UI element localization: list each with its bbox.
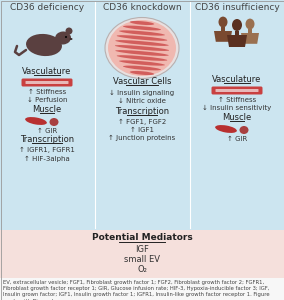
FancyBboxPatch shape	[0, 278, 284, 300]
Text: ↓ Insulin sensitivity: ↓ Insulin sensitivity	[202, 105, 272, 111]
Text: small EV: small EV	[124, 256, 160, 265]
Text: ↑ FGF1, FGF2: ↑ FGF1, FGF2	[118, 119, 166, 125]
Ellipse shape	[105, 17, 179, 79]
Ellipse shape	[117, 55, 167, 61]
Text: ↑ Stiffness: ↑ Stiffness	[28, 89, 66, 95]
Ellipse shape	[117, 35, 167, 41]
FancyBboxPatch shape	[22, 79, 72, 86]
Text: EV, extracellular vesicle; FGF1, Fibroblast growth factor 1; FGF2, Fibroblast gr: EV, extracellular vesicle; FGF1, Fibrobl…	[3, 280, 270, 300]
Ellipse shape	[115, 45, 169, 51]
Ellipse shape	[245, 19, 254, 29]
Text: Vasculature: Vasculature	[22, 68, 72, 76]
Polygon shape	[227, 35, 247, 47]
Text: Vascular Cells: Vascular Cells	[113, 77, 171, 86]
Ellipse shape	[49, 118, 59, 126]
Ellipse shape	[70, 38, 72, 40]
FancyBboxPatch shape	[0, 0, 284, 230]
FancyBboxPatch shape	[26, 81, 68, 84]
Polygon shape	[241, 33, 259, 44]
Text: O₂: O₂	[137, 266, 147, 274]
Ellipse shape	[115, 50, 169, 56]
FancyBboxPatch shape	[221, 27, 225, 31]
Text: IGF: IGF	[135, 245, 149, 254]
Text: CD36 knockdown: CD36 knockdown	[103, 2, 181, 11]
Ellipse shape	[26, 34, 62, 56]
Ellipse shape	[115, 40, 169, 46]
Text: ↓ Perfusion: ↓ Perfusion	[27, 97, 67, 103]
Polygon shape	[214, 31, 232, 42]
Text: CD36 deficiency: CD36 deficiency	[10, 2, 84, 11]
Ellipse shape	[123, 26, 161, 30]
Ellipse shape	[55, 32, 71, 44]
Ellipse shape	[25, 117, 47, 125]
Text: Muscle: Muscle	[222, 113, 252, 122]
Ellipse shape	[123, 66, 161, 70]
FancyBboxPatch shape	[212, 86, 262, 94]
FancyBboxPatch shape	[248, 29, 252, 33]
Text: ↑ HIF-3alpha: ↑ HIF-3alpha	[24, 156, 70, 162]
Text: ↑ Junction proteins: ↑ Junction proteins	[108, 135, 176, 141]
Text: ↑ Stiffness: ↑ Stiffness	[218, 97, 256, 103]
Text: ↑ GIR: ↑ GIR	[227, 136, 247, 142]
Ellipse shape	[119, 30, 165, 36]
Ellipse shape	[130, 21, 154, 25]
Text: ↓ Insulin signaling: ↓ Insulin signaling	[109, 90, 175, 96]
Text: ↑ GIR: ↑ GIR	[37, 128, 57, 134]
Ellipse shape	[218, 16, 227, 27]
Text: Transcription: Transcription	[115, 107, 169, 116]
Ellipse shape	[108, 20, 176, 76]
Text: ↑ IGFR1, FGFR1: ↑ IGFR1, FGFR1	[19, 147, 75, 153]
Ellipse shape	[66, 28, 72, 34]
Text: Vasculature: Vasculature	[212, 76, 262, 85]
Text: ↓ Nitric oxide: ↓ Nitric oxide	[118, 98, 166, 104]
FancyBboxPatch shape	[216, 89, 258, 92]
FancyBboxPatch shape	[0, 230, 284, 278]
Ellipse shape	[215, 125, 237, 133]
Text: ↑ IGF1: ↑ IGF1	[130, 127, 154, 133]
Text: CD36 insufficiency: CD36 insufficiency	[195, 2, 279, 11]
Text: Transcription: Transcription	[20, 136, 74, 145]
Ellipse shape	[130, 71, 154, 75]
Circle shape	[65, 36, 67, 38]
Text: Potential Mediators: Potential Mediators	[92, 233, 192, 242]
Text: Muscle: Muscle	[32, 106, 62, 115]
FancyBboxPatch shape	[235, 31, 239, 35]
Ellipse shape	[239, 126, 248, 134]
Ellipse shape	[119, 60, 165, 66]
Ellipse shape	[232, 19, 242, 31]
